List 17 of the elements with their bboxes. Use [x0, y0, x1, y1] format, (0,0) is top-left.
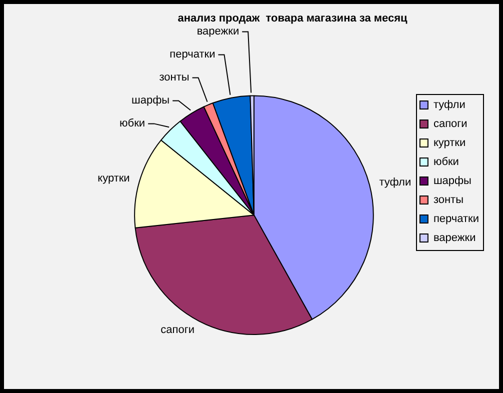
legend-label: куртки	[433, 137, 466, 150]
legend-label: зонты	[433, 194, 464, 206]
slice-label: туфли	[379, 176, 412, 189]
legend-label: варежки	[433, 232, 476, 244]
legend-label: туфли	[433, 99, 466, 112]
slice-label: шарфы	[132, 94, 170, 107]
slice-label: сапоги	[160, 324, 195, 336]
legend-label: шарфы	[433, 175, 472, 188]
slice-label: юбки	[120, 118, 146, 130]
slice-label: куртки	[98, 172, 130, 185]
legend-label: перчатки	[433, 213, 480, 226]
slice-label: перчатки	[170, 48, 216, 61]
chart-title: анализ продаж товара магазина за месяц	[178, 12, 408, 25]
slice-label: зонты	[159, 72, 190, 84]
slice-label: варежки	[196, 26, 240, 38]
legend-label: юбки	[433, 156, 459, 168]
legend-label: сапоги	[433, 118, 468, 130]
